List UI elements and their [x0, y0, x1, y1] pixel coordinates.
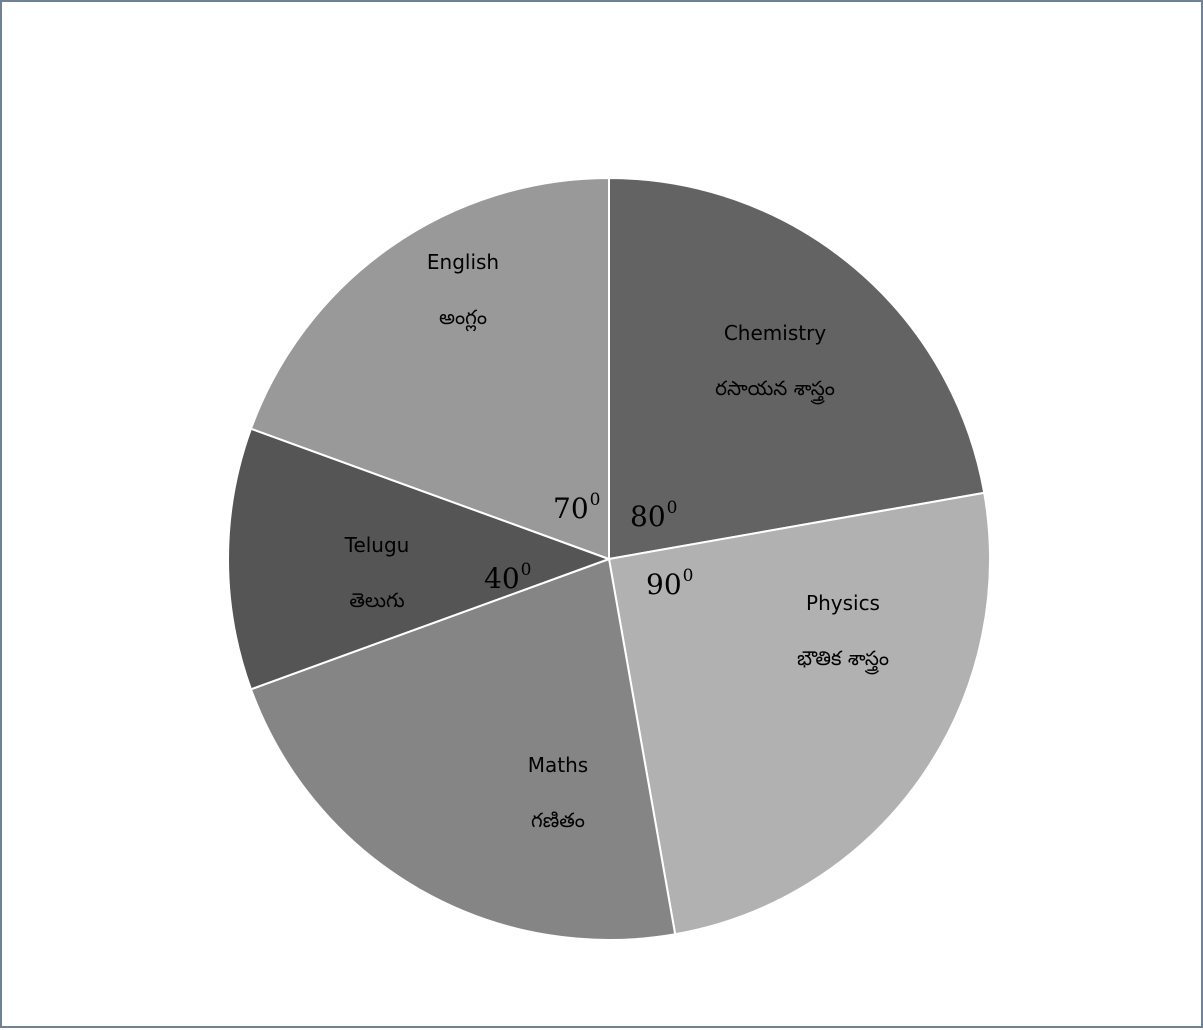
pie-slice-physics: [607, 491, 991, 936]
slice-label-chemistry: Chemistry: [724, 321, 826, 345]
angle-label-physics: 900: [646, 566, 693, 601]
pie-slice-telugu: [227, 427, 612, 691]
pie-slice-chemistry: [608, 176, 986, 561]
angle-label-chemistry: 800: [630, 498, 677, 533]
slice-label-telugu-english: అంగ్లం: [439, 305, 487, 332]
slice-label-telugu: Telugu: [344, 533, 410, 557]
slice-label-maths: Maths: [528, 753, 588, 777]
slice-label-english: English: [427, 250, 499, 274]
slice-label-physics: Physics: [806, 591, 880, 615]
angle-label-telugu: 400: [484, 560, 531, 595]
pie-slice-english: [249, 176, 610, 561]
slice-label-telugu-telugu: తెలుగు: [349, 588, 404, 612]
pie-slice-maths: [249, 557, 677, 941]
slice-label-telugu-maths: గణితం: [531, 808, 585, 832]
angle-label-english: 700: [553, 490, 600, 525]
